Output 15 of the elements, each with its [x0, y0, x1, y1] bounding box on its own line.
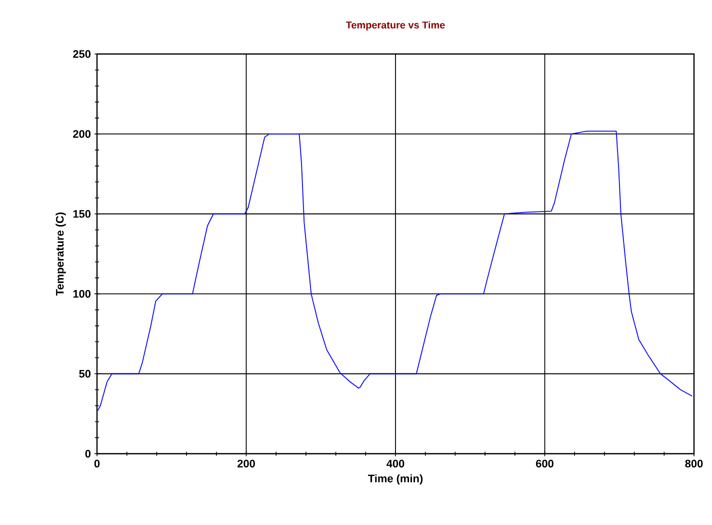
y-tick-label: 200	[73, 130, 91, 138]
x-axis-title: Time (min)	[368, 474, 423, 485]
chart-title: Temperature vs Time	[346, 21, 445, 30]
x-tick-label: 800	[685, 460, 703, 468]
x-tick-label: 200	[237, 460, 255, 468]
x-tick-label: 600	[536, 460, 554, 468]
y-tick-label: 250	[73, 50, 91, 58]
y-tick-label: 150	[73, 210, 91, 218]
x-tick-label: 0	[94, 460, 100, 468]
line-series	[97, 130, 693, 411]
y-tick-label: 100	[73, 290, 91, 298]
x-tick-label: 400	[386, 460, 404, 468]
y-axis-title: Temperature (C)	[56, 212, 66, 296]
y-tick-label: 0	[85, 450, 91, 458]
y-tick-label: 50	[79, 370, 91, 378]
